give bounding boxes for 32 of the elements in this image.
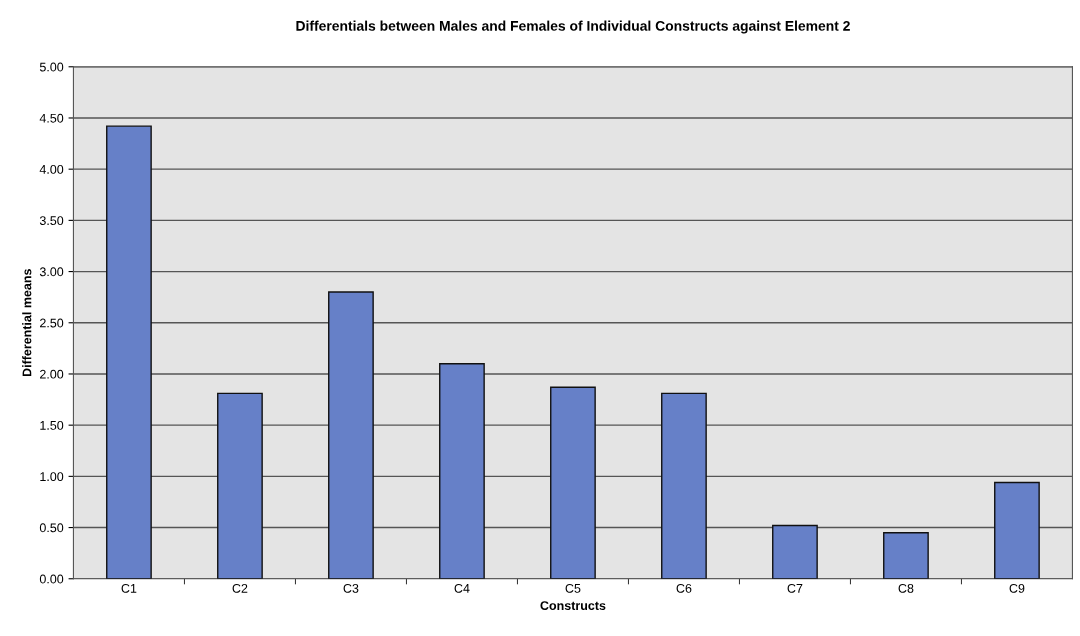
bar — [772, 524, 818, 579]
x-tick-label: C9 — [1009, 583, 1025, 593]
y-tick-label: 4.00 — [39, 164, 64, 174]
y-tick-label: 0.50 — [39, 523, 64, 533]
x-tick-label: C6 — [676, 583, 692, 593]
y-tick-label: 2.00 — [40, 369, 64, 379]
x-tick-label: C8 — [898, 583, 914, 593]
y-axis-title: Differential means — [22, 269, 32, 377]
bar — [328, 291, 374, 579]
x-tick-label: C4 — [454, 583, 470, 593]
bar — [550, 386, 596, 579]
y-tick-label: 5.00 — [39, 62, 64, 72]
bar — [106, 125, 152, 579]
y-tick-label: 3.50 — [39, 216, 64, 226]
x-tick-label: C7 — [787, 583, 803, 593]
bar — [661, 392, 707, 579]
bar — [994, 481, 1040, 579]
bar — [439, 363, 485, 579]
x-tick-label: C3 — [343, 583, 359, 593]
y-tick-label: 4.50 — [39, 113, 64, 123]
x-tick-label: C1 — [121, 583, 137, 593]
x-tick-label: C2 — [232, 583, 248, 593]
y-tick-label: 2.50 — [40, 318, 64, 328]
y-tick-label: 0.00 — [39, 574, 64, 584]
x-tick-label: C5 — [565, 583, 581, 593]
bar — [883, 531, 929, 579]
y-tick-label: 3.00 — [39, 267, 64, 277]
chart-title: Differentials between Males and Females of Individual Constructs against Element 2 — [296, 20, 850, 34]
y-tick-label: 1.50 — [40, 420, 64, 430]
bar — [217, 392, 263, 579]
y-tick-label: 1.00 — [40, 472, 64, 482]
x-axis-title: Constructs — [540, 601, 606, 611]
